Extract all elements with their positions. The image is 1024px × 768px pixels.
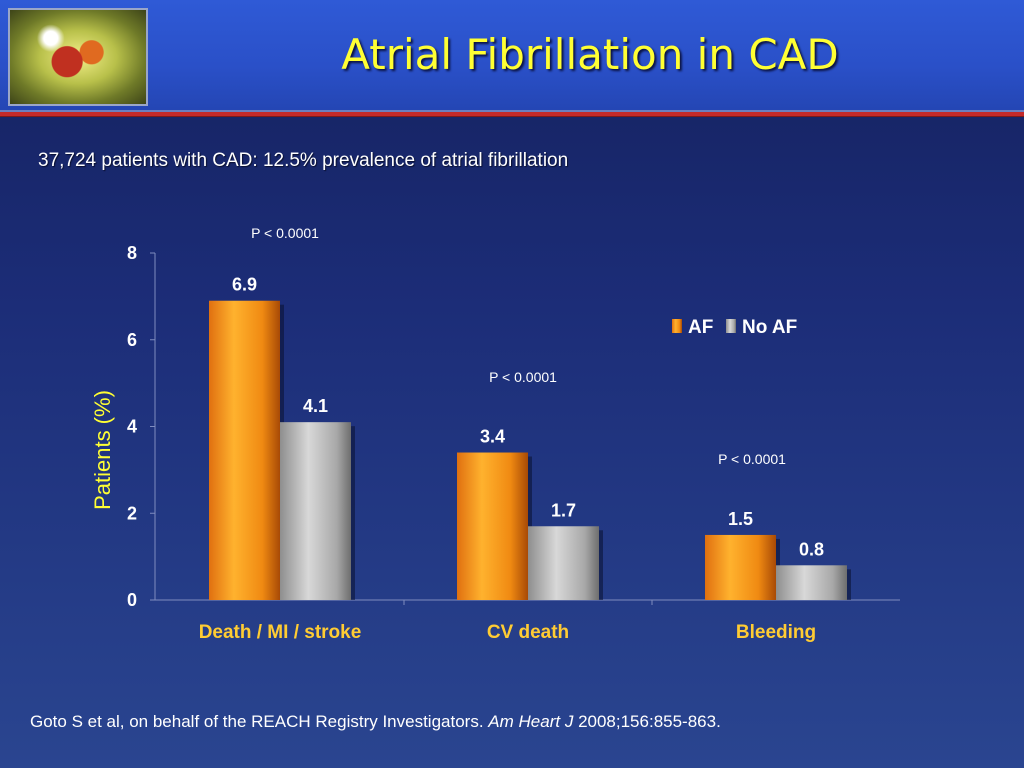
- legend-label: AF: [688, 317, 713, 338]
- y-tick-label: 4: [127, 417, 137, 437]
- bar-no-af-2: [776, 565, 847, 600]
- y-tick-label: 8: [127, 243, 137, 263]
- y-axis-label: Patients (%): [90, 390, 115, 510]
- legend-swatch: [726, 319, 736, 333]
- bar-af-2: [705, 534, 776, 600]
- heart-logo-image: [8, 8, 148, 106]
- legend-swatch: [672, 319, 682, 333]
- y-tick-label: 0: [127, 590, 137, 610]
- bar-no-af-1: [528, 526, 599, 600]
- data-label: 1.5: [728, 509, 753, 529]
- citation: Goto S et al, on behalf of the REACH Reg…: [30, 712, 721, 732]
- category-label: CV death: [487, 622, 569, 643]
- bar-af-1: [457, 452, 528, 600]
- citation-journal: Am Heart J: [488, 712, 574, 731]
- y-tick-label: 6: [127, 330, 137, 350]
- citation-authors: Goto S et al, on behalf of the REACH Reg…: [30, 712, 484, 731]
- header-divider: [0, 112, 1024, 116]
- slide-header: [0, 0, 1024, 112]
- p-value-annotation: P < 0.0001: [251, 225, 319, 241]
- bar-no-af-0: [280, 422, 351, 600]
- slide-subtitle: 37,724 patients with CAD: 12.5% prevalen…: [38, 150, 569, 171]
- category-label: Bleeding: [736, 622, 816, 643]
- category-label: Death / MI / stroke: [199, 622, 362, 643]
- y-tick-label: 2: [127, 503, 137, 523]
- citation-reference: 2008;156:855-863.: [578, 712, 721, 731]
- data-label: 0.8: [799, 539, 824, 559]
- data-label: 3.4: [480, 427, 505, 447]
- p-value-annotation: P < 0.0001: [718, 451, 786, 467]
- bar-af-0: [209, 300, 280, 600]
- data-label: 4.1: [303, 396, 328, 416]
- slide-title: Atrial Fibrillation in CAD: [341, 30, 839, 79]
- p-value-annotation: P < 0.0001: [489, 369, 557, 385]
- legend-label: No AF: [742, 317, 797, 338]
- data-label: 6.9: [232, 275, 257, 295]
- data-label: 1.7: [551, 500, 576, 520]
